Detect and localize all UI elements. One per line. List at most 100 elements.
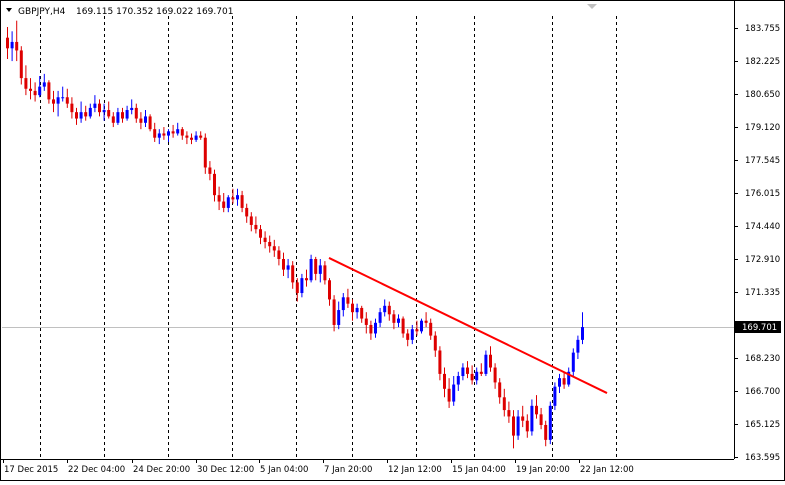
candle xyxy=(378,307,382,328)
candle-body xyxy=(236,195,239,200)
candle xyxy=(484,350,488,377)
candle-body xyxy=(259,229,262,238)
candle xyxy=(15,20,19,62)
time-tick-label: 22 Dec 04:00 xyxy=(68,465,125,475)
candle-body xyxy=(392,314,396,323)
candle xyxy=(507,401,511,423)
chart-header: GBPJPY,H4 169.115 170.352 169.022 169.70… xyxy=(6,7,233,17)
candle-body xyxy=(203,137,207,168)
candle-body xyxy=(231,197,235,200)
candle-body xyxy=(222,201,226,208)
candle-body xyxy=(576,339,580,353)
candle-body xyxy=(581,327,584,340)
candle-body xyxy=(323,265,327,281)
candle-body xyxy=(116,112,120,123)
time-tick-label: 7 Jan 20:00 xyxy=(324,465,372,475)
candle xyxy=(525,414,529,438)
price-tick-label: 176.015 xyxy=(745,189,780,199)
candle xyxy=(245,203,249,223)
candle-body xyxy=(107,110,111,117)
candle-body xyxy=(300,278,304,294)
candle xyxy=(222,193,226,213)
candle xyxy=(530,399,534,436)
candle-body xyxy=(167,131,170,136)
candle-body xyxy=(180,129,184,136)
candle xyxy=(305,269,308,287)
candle-body xyxy=(456,376,460,385)
candle-body xyxy=(98,103,101,113)
candle xyxy=(475,367,479,385)
candle xyxy=(452,376,456,406)
candle xyxy=(346,288,350,308)
chart-shift-marker-icon[interactable] xyxy=(587,4,597,9)
price-tick-label: 177.545 xyxy=(745,156,780,166)
candle-body xyxy=(125,110,129,119)
candle xyxy=(171,124,175,138)
candle xyxy=(38,75,42,98)
candle-body xyxy=(516,416,520,436)
candle xyxy=(190,133,193,145)
candle-body xyxy=(544,424,548,440)
candle-body xyxy=(337,310,341,325)
candle xyxy=(387,301,391,321)
candle xyxy=(516,410,520,440)
candle xyxy=(236,188,239,206)
candle xyxy=(571,348,575,377)
candle xyxy=(263,231,267,249)
candle xyxy=(548,401,552,445)
candle xyxy=(456,371,460,391)
candle xyxy=(61,86,65,102)
candle-body xyxy=(282,258,285,270)
candle xyxy=(180,127,184,140)
trendline-group[interactable] xyxy=(328,257,608,394)
candle-body xyxy=(277,250,281,259)
candle xyxy=(65,88,69,108)
candle xyxy=(70,97,74,119)
candle-body xyxy=(111,116,115,123)
candle xyxy=(383,299,387,317)
trendline[interactable] xyxy=(328,257,608,394)
candle xyxy=(443,367,446,398)
candle xyxy=(203,133,207,174)
candle xyxy=(162,127,166,140)
candle xyxy=(213,169,216,202)
candle xyxy=(309,254,313,283)
candle xyxy=(134,103,138,123)
candle xyxy=(369,320,373,340)
candle-body xyxy=(466,367,469,374)
candle-body xyxy=(438,350,442,374)
candle xyxy=(144,110,147,128)
candle xyxy=(489,346,492,372)
candle xyxy=(24,65,28,96)
candle-body xyxy=(268,241,272,247)
candle xyxy=(553,382,557,411)
candle xyxy=(558,373,561,394)
candle xyxy=(286,258,290,279)
candle xyxy=(217,186,221,211)
symbol-dropdown-icon[interactable] xyxy=(6,8,12,12)
candle xyxy=(502,388,506,417)
candle xyxy=(107,101,111,119)
candle-body xyxy=(341,297,345,311)
candles-group xyxy=(6,20,584,449)
candle-body xyxy=(420,320,423,332)
time-tick-label: 15 Jan 04:00 xyxy=(452,465,506,475)
candle-body xyxy=(217,195,221,202)
price-tick-label: 172.910 xyxy=(745,255,780,265)
price-tick-label: 168.230 xyxy=(745,354,780,364)
candle-body xyxy=(493,367,497,383)
candle xyxy=(111,112,115,128)
candle xyxy=(401,316,405,338)
price-tick-label: 163.595 xyxy=(745,453,780,463)
candle-body xyxy=(314,258,318,274)
candle xyxy=(249,212,253,232)
candle xyxy=(185,131,189,145)
candle xyxy=(567,367,571,387)
candle xyxy=(498,378,502,404)
candle-body xyxy=(47,82,51,100)
time-tick-label: 5 Jan 04:00 xyxy=(260,465,308,475)
candle-body xyxy=(360,307,364,319)
candle xyxy=(56,90,60,117)
